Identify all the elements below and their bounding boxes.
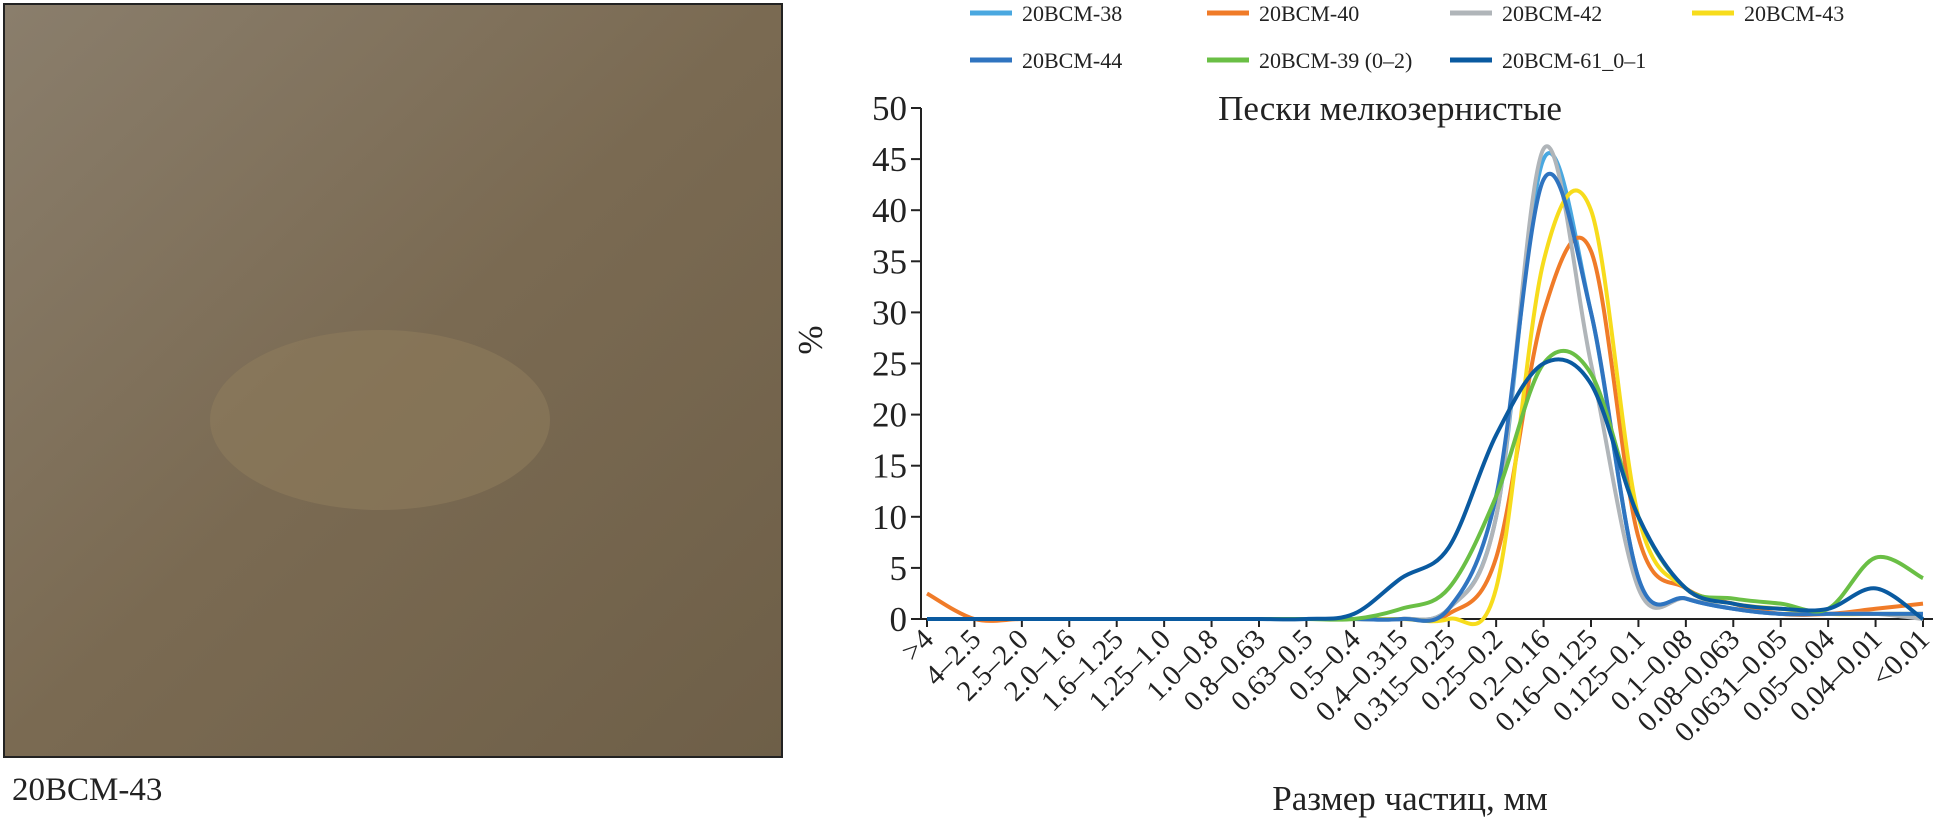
series-line bbox=[927, 357, 1925, 622]
series-line bbox=[927, 188, 1923, 627]
series-line bbox=[927, 144, 1924, 622]
y-tick-label: 10 bbox=[872, 498, 907, 537]
y-tick-label: 30 bbox=[872, 293, 907, 332]
annotation: Пески мелкозернистые bbox=[1218, 89, 1562, 128]
legend-label: 20BCM-40 bbox=[1259, 1, 1359, 26]
series-line bbox=[926, 235, 1924, 623]
y-tick-label: 5 bbox=[890, 549, 908, 588]
legend-label: 20BCM-44 bbox=[1022, 48, 1122, 73]
y-tick-label: 45 bbox=[872, 140, 907, 179]
y-tick-label: 15 bbox=[872, 447, 907, 486]
y-tick-label: 50 bbox=[872, 89, 907, 128]
y-tick-label: 40 bbox=[872, 191, 907, 230]
series-line bbox=[927, 151, 1923, 622]
y-axis-label: % bbox=[791, 325, 830, 354]
legend-label: 20BCM-42 bbox=[1502, 1, 1602, 26]
series-line bbox=[927, 171, 1923, 623]
photo-caption: 20BCM-43 bbox=[12, 772, 162, 808]
legend-label: 20BCM-38 bbox=[1022, 1, 1122, 26]
y-tick-label: 35 bbox=[872, 242, 907, 281]
photo-detail bbox=[210, 330, 550, 510]
y-tick-label: 20 bbox=[872, 396, 907, 435]
legend-label: 20BCM-61_0–1 bbox=[1502, 48, 1646, 73]
y-tick-label: 0 bbox=[890, 600, 908, 639]
legend-label: 20BCM-39 (0–2) bbox=[1259, 48, 1412, 73]
x-axis-label: Размер частиц, мм bbox=[1272, 779, 1548, 818]
legend-label: 20BCM-43 bbox=[1744, 1, 1844, 26]
y-tick-label: 25 bbox=[872, 345, 907, 384]
series-line bbox=[927, 348, 1924, 622]
